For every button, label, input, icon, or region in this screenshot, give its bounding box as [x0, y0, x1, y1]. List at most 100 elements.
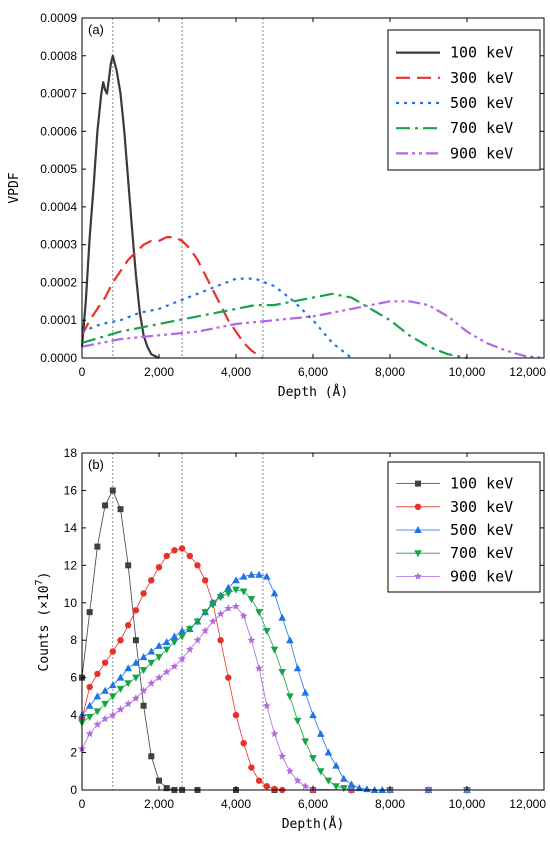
y-tick-label: 0.0006 — [40, 124, 77, 138]
y-tick-label: 2 — [70, 746, 77, 760]
data-point — [140, 590, 147, 597]
legend-label: 300 keV — [450, 69, 513, 87]
x-tick-label: 4,000 — [221, 797, 251, 811]
data-point — [85, 713, 94, 721]
data-point — [162, 646, 171, 654]
data-point — [93, 692, 102, 700]
legend-marker — [415, 480, 421, 487]
chart-panel-a: 0 2,000 4,000 6,000 8,000 10,000 12,000 0.0000 0… — [7, 11, 546, 400]
y-tick-label: 8 — [70, 633, 77, 647]
data-point — [101, 686, 109, 694]
data-point — [109, 487, 116, 494]
series-line-700-keV — [81, 589, 467, 791]
y-axis-label-exponent: 7 — [34, 579, 45, 585]
data-point — [132, 637, 139, 644]
data-point — [201, 626, 210, 635]
data-point — [285, 767, 294, 775]
data-point — [240, 739, 247, 747]
y-axis-label-text: VPDF — [7, 172, 22, 203]
legend: 100 keV 300 keV 500 keV 700 keV 900 keV — [387, 461, 541, 593]
data-point — [347, 780, 356, 788]
series-line-300-keV — [81, 236, 264, 359]
data-point — [178, 633, 186, 641]
y-tick-label: 12 — [64, 558, 78, 572]
x-tick-label: 10,000 — [449, 365, 486, 379]
data-point — [140, 702, 147, 709]
x-tick-label: 2,000 — [144, 797, 174, 811]
data-point — [132, 674, 140, 682]
data-point — [262, 701, 271, 710]
data-point — [239, 572, 248, 580]
y-axis-label: VPDF — [7, 172, 22, 203]
data-point — [139, 653, 148, 661]
data-point — [155, 564, 163, 571]
y-tick-label: 18 — [64, 446, 78, 460]
data-point — [93, 708, 102, 716]
data-point — [332, 761, 340, 769]
data-point — [278, 613, 286, 621]
series-line-500-keV — [81, 574, 467, 791]
data-point — [239, 611, 248, 620]
y-tick-label: 0.0008 — [40, 49, 77, 63]
x-tick-label: 2,000 — [144, 365, 174, 379]
x-tick-label: 6,000 — [298, 797, 328, 811]
data-point — [94, 543, 101, 550]
data-point — [125, 622, 132, 629]
data-point — [102, 502, 109, 509]
panel-label: (b) — [88, 457, 104, 472]
legend-label: 500 keV — [450, 94, 513, 112]
legend-label: 900 keV — [450, 567, 513, 585]
data-point — [340, 785, 348, 793]
data-point — [109, 648, 117, 655]
legend-marker — [414, 503, 422, 510]
data-point — [186, 552, 193, 560]
data-point — [116, 705, 125, 713]
data-point — [194, 562, 201, 569]
legend-marker — [414, 550, 422, 558]
data-point — [101, 700, 109, 708]
y-tick-label: 10 — [64, 596, 78, 610]
data-point — [201, 609, 209, 617]
x-tick-label: 10,000 — [449, 797, 486, 811]
series-line-500-keV — [81, 277, 353, 359]
legend-label: 500 keV — [450, 521, 513, 539]
data-point — [124, 680, 132, 688]
y-tick-label: 0.0001 — [40, 313, 77, 327]
y-tick-label: 0.0009 — [40, 11, 77, 25]
data-point — [232, 576, 240, 584]
data-point — [271, 785, 278, 793]
data-point — [232, 711, 240, 719]
data-point — [255, 609, 263, 617]
data-point — [101, 659, 109, 666]
data-point — [148, 753, 155, 760]
series-line-900-keV — [81, 606, 467, 791]
data-point — [255, 777, 263, 784]
data-point — [163, 785, 170, 792]
data-point — [239, 588, 248, 596]
data-point — [139, 686, 148, 695]
data-point — [355, 784, 363, 792]
data-point — [147, 659, 156, 667]
data-point — [209, 601, 217, 609]
data-point — [301, 688, 310, 696]
data-point — [224, 590, 233, 598]
data-point — [94, 670, 101, 678]
data-point — [278, 752, 287, 760]
data-point — [85, 701, 94, 709]
legend-marker — [414, 526, 422, 533]
data-point — [171, 547, 178, 554]
data-point — [148, 577, 155, 584]
data-point — [255, 664, 264, 672]
data-point — [316, 729, 325, 737]
x-axis-label: Depth (Å) — [278, 384, 348, 400]
legend: 100 keV 300 keV 500 keV 700 keV 900 keV — [387, 29, 541, 171]
data-point — [202, 577, 209, 584]
data-point — [270, 589, 279, 597]
data-point — [332, 783, 340, 791]
x-tick-label: 0 — [79, 797, 86, 811]
y-tick-label: 0.0000 — [40, 351, 77, 365]
y-tick-label: 14 — [64, 521, 78, 535]
data-point — [178, 654, 187, 663]
data-point — [163, 552, 170, 560]
